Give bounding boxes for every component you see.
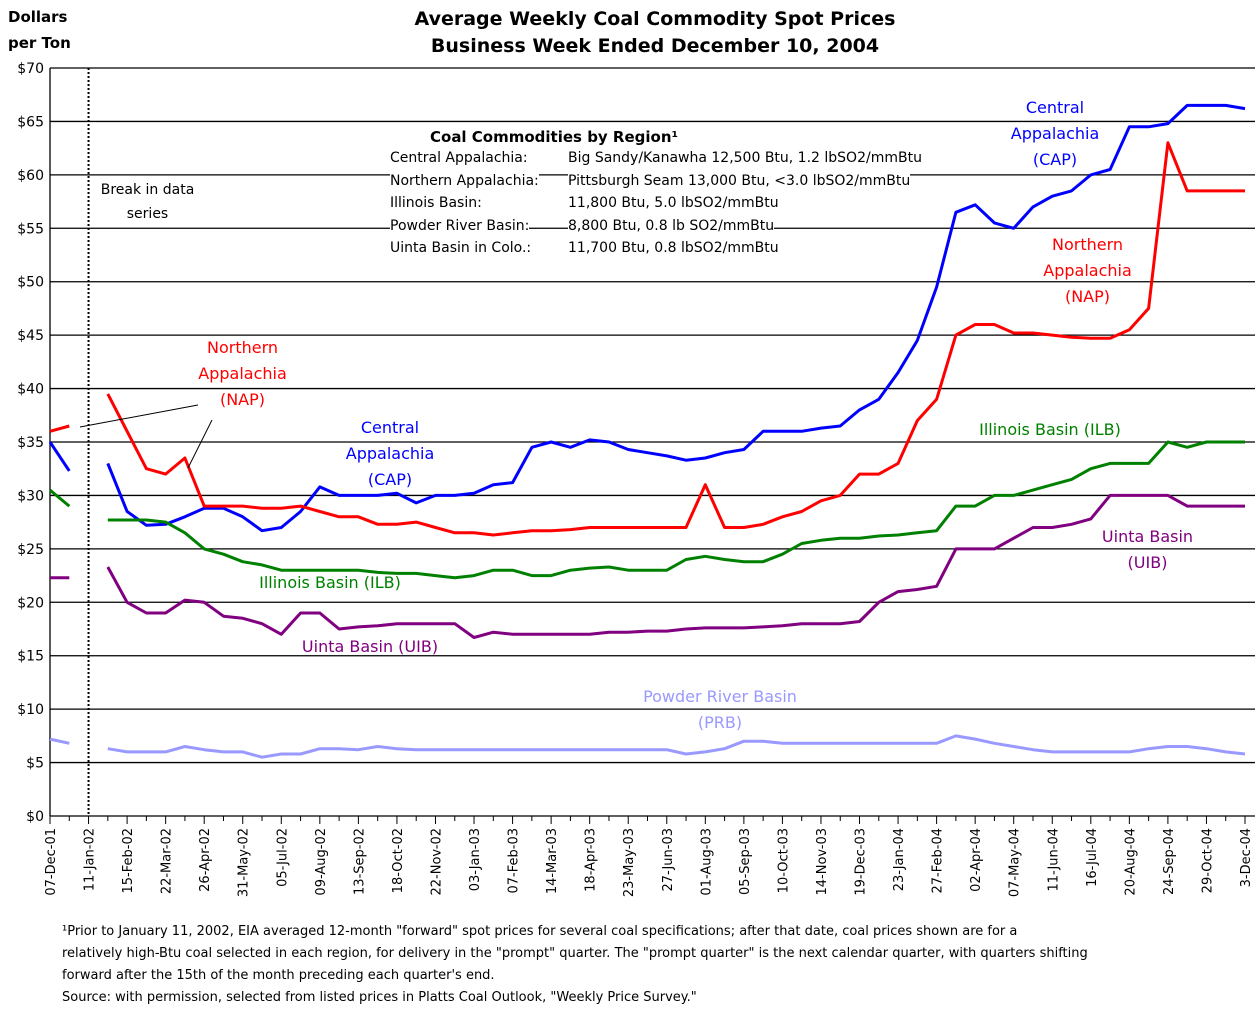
series-label: Powder River Basin (PRB) — [643, 687, 797, 732]
footnote: forward after the 15th of the month prec… — [62, 968, 495, 983]
series-label: Illinois Basin (ILB) — [259, 573, 401, 592]
inset-title: Coal Commodities by Region¹ — [430, 128, 679, 146]
y-tick-label: $30 — [17, 488, 44, 504]
annotation: Central Appalachia (CAP) — [1010, 98, 1100, 169]
pointer — [79, 404, 199, 428]
x-tick-label: 11-Jan-02 — [83, 828, 98, 891]
series-label: Northern Appalachia (NAP) — [198, 338, 287, 409]
inset-text: 11,700 Btu, 0.8 lbSO2/mmBtu — [568, 240, 779, 256]
series-line — [48, 103, 1246, 533]
x-tick-label: 11-Jun-04 — [1046, 828, 1061, 892]
annotation: Northern Appalachia (NAP) — [1043, 235, 1132, 306]
x-tick-label: 16-Jul-04 — [1085, 828, 1100, 887]
inset-text: Northern Appalachia: — [390, 172, 539, 189]
chart-title: Business Week Ended December 10, 2004 — [430, 35, 880, 57]
x-tick-label: 03-Jan-03 — [468, 828, 483, 891]
x-tick-label: 07-May-04 — [1008, 828, 1023, 897]
series-label: Uinta Basin (UIB) — [301, 637, 439, 656]
series-line — [49, 734, 1246, 759]
x-tick-label: 01-Aug-03 — [699, 828, 714, 896]
x-tick-label: 09-Aug-02 — [314, 828, 329, 896]
annotation: Illinois Basin (ILB) — [979, 420, 1121, 439]
inset-text: Central Appalachia: — [390, 150, 528, 166]
inset-text: 11,800 Btu, 5.0 lbSO2/mmBtu — [568, 195, 779, 211]
source: Source: with permission, selected from l… — [62, 990, 697, 1005]
y-axis-label: per Ton — [8, 34, 71, 52]
y-tick-label: $60 — [17, 168, 44, 184]
footnote: relatively high-Btu coal selected in eac… — [62, 946, 1088, 961]
x-tick-label: 18-Oct-02 — [391, 828, 406, 893]
x-tick-label: 31-May-02 — [237, 828, 252, 897]
inset-text: Powder River Basin: — [390, 217, 530, 234]
y-tick-label: $10 — [17, 702, 44, 718]
annotation: Uinta Basin (UIB) — [1101, 527, 1194, 572]
x-tick-label: 02-Apr-04 — [969, 828, 984, 892]
y-tick-label: $20 — [17, 595, 44, 611]
x-tick-label: 13-Sep-02 — [352, 828, 367, 895]
y-tick-label: $70 — [17, 61, 44, 77]
y-tick-label: $0 — [26, 809, 44, 825]
y-tick-label: $25 — [17, 542, 44, 558]
y-tick-label: $15 — [17, 649, 44, 665]
inset-text: Illinois Basin: — [390, 195, 482, 211]
x-tick-label: 24-Sep-04 — [1162, 828, 1177, 895]
x-tick-label: 3-Dec-04 — [1239, 828, 1254, 887]
annotation: Break in data series — [100, 182, 195, 222]
y-tick-label: $55 — [17, 221, 44, 237]
x-tick-label: 27-Feb-04 — [931, 828, 946, 893]
x-tick-label: 22-Mar-02 — [160, 828, 175, 894]
inset-text: Uinta Basin in Colo.: — [390, 240, 532, 256]
chart-title: Average Weekly Coal Commodity Spot Price… — [414, 8, 896, 30]
x-tick-label: 07-Feb-03 — [507, 828, 522, 893]
x-tick-label: 23-May-03 — [622, 828, 637, 897]
x-tick-label: 22-Nov-02 — [429, 828, 444, 896]
pointer — [187, 419, 213, 469]
y-axis-label: Dollars — [8, 8, 68, 26]
x-tick-label: 29-Oct-04 — [1200, 828, 1215, 893]
x-tick-label: 18-Apr-03 — [584, 828, 599, 892]
y-tick-label: $40 — [17, 382, 44, 398]
x-tick-label: 05-Sep-03 — [738, 828, 753, 895]
series-line — [49, 141, 1245, 537]
x-tick-label: 19-Dec-03 — [854, 828, 869, 896]
x-tick-label: 20-Aug-04 — [1123, 828, 1138, 896]
series-label: Central Appalachia (CAP) — [345, 418, 435, 489]
x-tick-label: 27-Jun-03 — [661, 828, 676, 892]
y-tick-label: $50 — [17, 275, 44, 291]
y-tick-label: $45 — [17, 328, 44, 344]
series-line — [50, 493, 1245, 639]
y-tick-label: $65 — [17, 114, 44, 130]
x-tick-label: 23-Jan-04 — [892, 828, 907, 891]
x-tick-label: 07-Dec-01 — [44, 828, 59, 896]
series-line — [49, 440, 1245, 580]
x-tick-label: 05-Jul-02 — [275, 828, 290, 887]
x-tick-label: 14-Mar-03 — [545, 828, 560, 894]
x-tick-label: 26-Apr-02 — [198, 828, 213, 892]
y-tick-label: $5 — [26, 756, 44, 772]
x-tick-label: 15-Feb-02 — [121, 828, 136, 893]
x-tick-label: 14-Nov-03 — [815, 828, 830, 896]
inset-text: Pittsburgh Seam 13,000 Btu, <3.0 lbSO2/m… — [568, 172, 911, 189]
footnote: ¹Prior to January 11, 2002, EIA averaged… — [62, 924, 1018, 939]
y-tick-label: $35 — [17, 435, 44, 451]
inset-text: 8,800 Btu, 0.8 lb SO2/mmBtu — [568, 217, 775, 234]
inset-text: Big Sandy/Kanawha 12,500 Btu, 1.2 lbSO2/… — [568, 150, 922, 166]
x-tick-label: 10-Oct-03 — [776, 828, 791, 893]
